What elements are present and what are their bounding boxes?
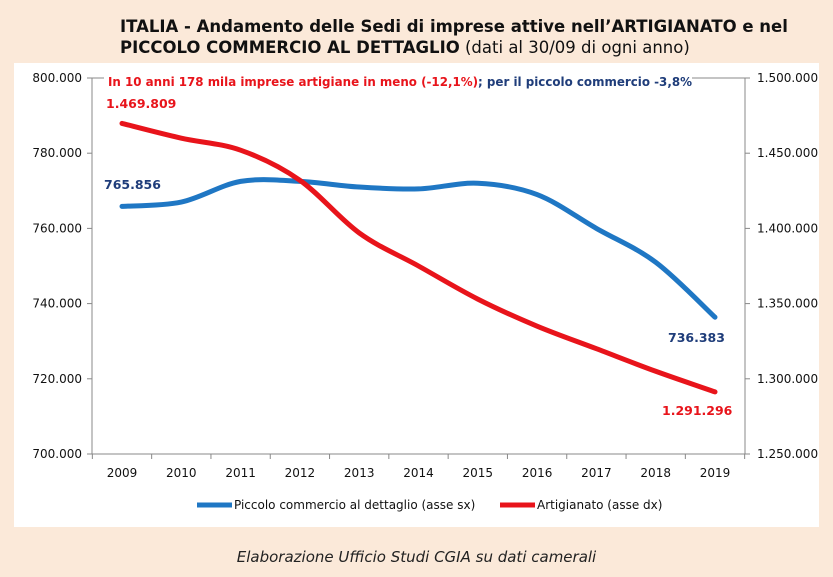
y-left-tick-label: 740.000 xyxy=(32,297,82,311)
data-label-piccolo-commercio-first: 765.856 xyxy=(104,177,161,192)
x-tick-label: 2016 xyxy=(522,466,553,480)
x-tick-label: 2014 xyxy=(403,466,434,480)
y-left-tick-label: 720.000 xyxy=(32,372,82,386)
x-tick-label: 2019 xyxy=(700,466,731,480)
y-left-tick-label: 780.000 xyxy=(32,146,82,160)
y-left-tick-label: 760.000 xyxy=(32,221,82,235)
y-right-tick-label: 1.500.000 xyxy=(757,71,818,85)
x-tick-label: 2010 xyxy=(166,466,197,480)
y-left-tick-label: 800.000 xyxy=(32,71,82,85)
y-right-tick-label: 1.300.000 xyxy=(757,372,818,386)
y-right-tick-label: 1.450.000 xyxy=(757,146,818,160)
title-line-2: PICCOLO COMMERCIO AL DETTAGLIO (dati al … xyxy=(120,37,690,58)
legend-label-artigianato: Artigianato (asse dx) xyxy=(537,498,662,512)
title-line-1: ITALIA - Andamento delle Sedi di imprese… xyxy=(120,17,788,36)
x-tick-label: 2012 xyxy=(285,466,316,480)
title-line-2-normal: (dati al 30/09 di ogni anno) xyxy=(459,38,690,57)
series-line-artigianato xyxy=(119,120,718,395)
y-right-tick-label: 1.350.000 xyxy=(757,297,818,311)
annotation-red-text: In 10 anni 178 mila imprese artigiane in… xyxy=(108,74,478,89)
chart-area xyxy=(14,63,819,527)
legend-label-piccolo-commercio: Piccolo commercio al dettaglio (asse sx) xyxy=(234,498,475,512)
y-right-tick-label: 1.400.000 xyxy=(757,221,818,235)
data-label-piccolo-commercio-last: 736.383 xyxy=(668,330,725,345)
annotation-blue-text: ; per il piccolo commercio -3,8% xyxy=(478,74,692,89)
x-tick-label: 2017 xyxy=(581,466,612,480)
data-label-artigianato-last: 1.291.296 xyxy=(662,403,733,418)
y-left-tick-label: 700.000 xyxy=(32,447,82,461)
data-label-artigianato-first: 1.469.809 xyxy=(106,96,176,111)
x-tick-label: 2013 xyxy=(344,466,375,480)
x-tick-label: 2011 xyxy=(225,466,256,480)
x-tick-label: 2018 xyxy=(640,466,671,480)
x-tick-label: 2015 xyxy=(463,466,494,480)
source-note: Elaborazione Ufficio Studi CGIA su dati … xyxy=(236,548,597,566)
series-line-piccolo-commercio xyxy=(119,177,718,320)
x-tick-label: 2009 xyxy=(107,466,138,480)
chart-annotation: In 10 anni 178 mila imprese artigiane in… xyxy=(108,74,692,89)
title-line-2-bold: PICCOLO COMMERCIO AL DETTAGLIO xyxy=(120,38,460,57)
y-right-tick-label: 1.250.000 xyxy=(757,447,818,461)
